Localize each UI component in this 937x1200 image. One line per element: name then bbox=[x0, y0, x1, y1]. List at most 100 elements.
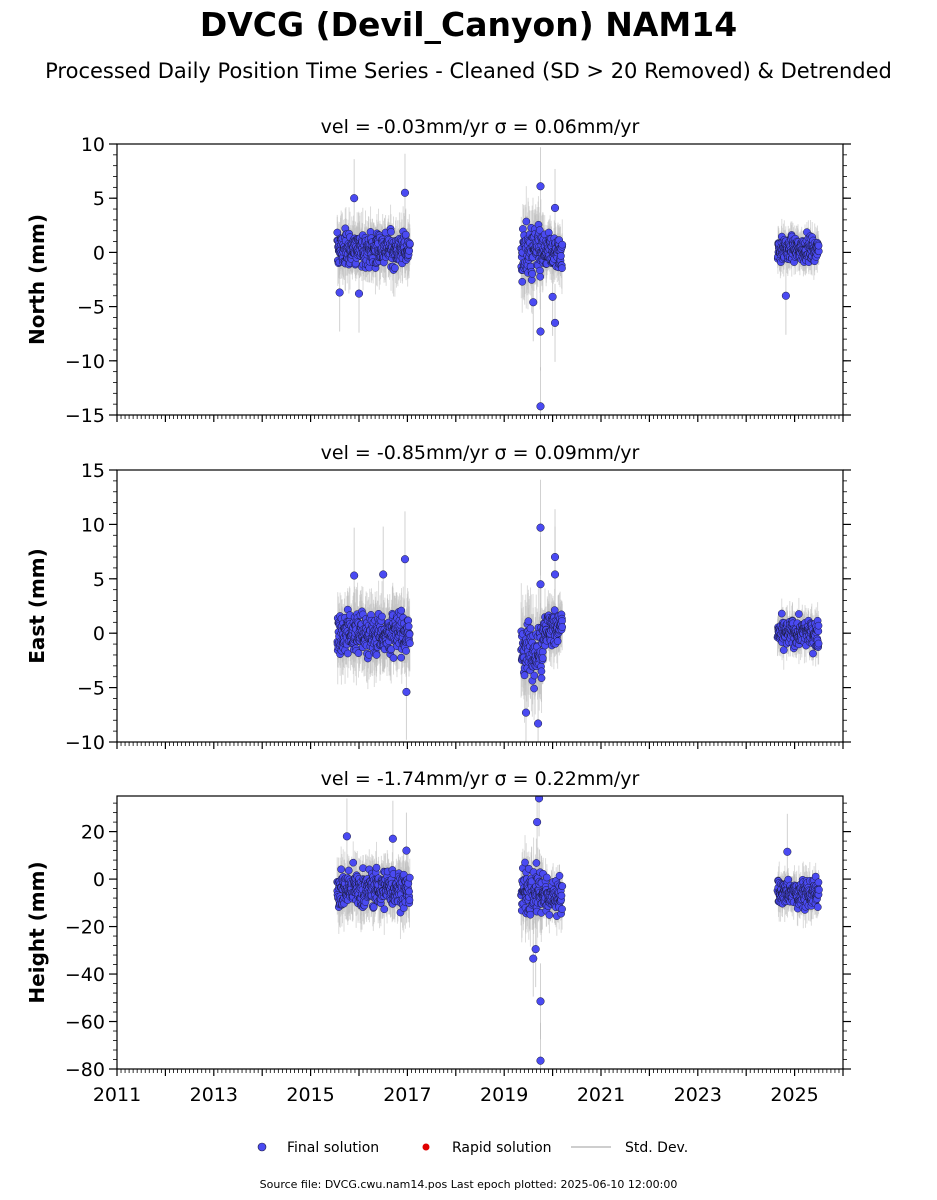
data-point bbox=[405, 630, 414, 639]
y-tick-label: −20 bbox=[65, 917, 105, 939]
data-point bbox=[809, 649, 817, 658]
data-point-outlier bbox=[783, 847, 792, 856]
y-axis: 10 5 0 −5 −10 −15 bbox=[65, 134, 851, 427]
data-point bbox=[524, 617, 533, 626]
y-tick-label: 10 bbox=[81, 514, 105, 536]
data-point-outlier bbox=[536, 1056, 545, 1065]
data-point bbox=[343, 649, 352, 658]
data-point bbox=[526, 910, 535, 919]
data-point bbox=[553, 637, 562, 646]
x-axis: 2011 2013 2015 2017 2019 2021 2023 2025 bbox=[93, 1069, 844, 1106]
data-point bbox=[558, 264, 566, 273]
data-point-outlier bbox=[781, 291, 790, 300]
data-point bbox=[537, 667, 546, 676]
data-point bbox=[337, 865, 345, 874]
data-point bbox=[530, 684, 538, 693]
data-point bbox=[405, 896, 414, 904]
final-solution-points bbox=[333, 523, 823, 728]
data-point bbox=[558, 240, 567, 249]
y-tick-label: −80 bbox=[65, 1059, 105, 1081]
data-point-outlier bbox=[400, 555, 410, 564]
y-axis: 20 0 −20 −40 −60 −80 bbox=[65, 802, 851, 1081]
data-point bbox=[814, 621, 823, 630]
data-point bbox=[391, 264, 399, 272]
plot-frame bbox=[116, 469, 844, 743]
x-axis bbox=[116, 742, 844, 749]
plot-frame bbox=[116, 795, 844, 1070]
data-point-outlier bbox=[536, 327, 545, 336]
data-point bbox=[404, 622, 413, 631]
data-point bbox=[555, 871, 564, 880]
data-point bbox=[526, 624, 535, 633]
y-tick-label: 0 bbox=[93, 623, 105, 645]
data-point-outlier bbox=[400, 188, 410, 197]
data-point-outlier bbox=[536, 580, 545, 589]
data-layer bbox=[333, 796, 823, 1069]
data-point-outlier bbox=[550, 203, 560, 213]
y-tick-label: −40 bbox=[65, 964, 105, 986]
data-point bbox=[557, 252, 565, 260]
data-point-outlier bbox=[379, 570, 388, 579]
data-point-outlier bbox=[342, 832, 351, 841]
y-tick-label: 20 bbox=[81, 822, 105, 844]
data-point bbox=[535, 226, 544, 235]
data-point bbox=[558, 882, 567, 891]
data-point-outlier bbox=[550, 552, 560, 562]
data-point bbox=[545, 911, 554, 919]
data-point bbox=[521, 858, 529, 867]
data-point-outlier bbox=[533, 818, 542, 827]
data-point-outlier bbox=[521, 708, 531, 717]
data-point bbox=[354, 649, 363, 658]
data-point-outlier bbox=[531, 945, 540, 954]
data-point bbox=[520, 671, 529, 680]
data-point bbox=[815, 885, 823, 894]
data-point bbox=[387, 228, 395, 236]
data-point-outlier bbox=[536, 402, 545, 411]
data-point-outlier bbox=[536, 523, 545, 532]
data-point bbox=[530, 671, 539, 680]
y-axis-label: Height (mm) bbox=[25, 861, 49, 1003]
data-point-outlier bbox=[402, 846, 411, 855]
data-point bbox=[542, 873, 551, 882]
data-point bbox=[406, 239, 414, 248]
data-point bbox=[779, 646, 788, 654]
final-solution-points bbox=[333, 182, 823, 411]
chart-title: DVCG (Devil_Canyon) NAM14 bbox=[200, 5, 737, 44]
data-point bbox=[550, 606, 559, 614]
data-point bbox=[532, 859, 541, 867]
data-point bbox=[519, 225, 527, 233]
data-point bbox=[378, 612, 386, 621]
data-point-outlier bbox=[335, 288, 344, 297]
data-point-outlier bbox=[529, 298, 538, 307]
y-tick-label: 0 bbox=[93, 869, 105, 891]
y-tick-label: −15 bbox=[65, 405, 105, 427]
stddev-bars bbox=[336, 796, 820, 1069]
data-point bbox=[401, 230, 410, 239]
data-point bbox=[380, 905, 389, 914]
data-point bbox=[814, 241, 823, 250]
data-point-outlier bbox=[529, 954, 538, 963]
data-point bbox=[536, 272, 545, 281]
stddev-bars bbox=[336, 147, 820, 415]
final-solution-points bbox=[333, 796, 823, 1065]
panel-title: vel = -0.85mm/yr σ = 0.09mm/yr bbox=[321, 442, 640, 464]
data-point bbox=[518, 277, 527, 286]
data-point-outlier bbox=[388, 834, 397, 843]
data-point-outlier bbox=[536, 182, 545, 191]
data-point bbox=[557, 891, 566, 900]
panels-group: vel = -0.03mm/yr σ = 0.06mm/yr North (mm)… bbox=[25, 116, 851, 1106]
panel-title: vel = -1.74mm/yr σ = 0.22mm/yr bbox=[321, 768, 640, 790]
y-tick-label: 5 bbox=[93, 569, 105, 591]
y-axis-label: East (mm) bbox=[25, 548, 49, 664]
data-point-outlier bbox=[350, 571, 359, 580]
chart-subtitle: Processed Daily Position Time Series - C… bbox=[45, 59, 892, 83]
data-point bbox=[522, 217, 531, 226]
data-point-outlier bbox=[536, 997, 545, 1006]
data-point bbox=[558, 905, 566, 913]
y-tick-label: −5 bbox=[77, 297, 105, 319]
data-point bbox=[406, 639, 414, 648]
data-layer bbox=[333, 147, 823, 415]
data-point bbox=[372, 651, 381, 659]
